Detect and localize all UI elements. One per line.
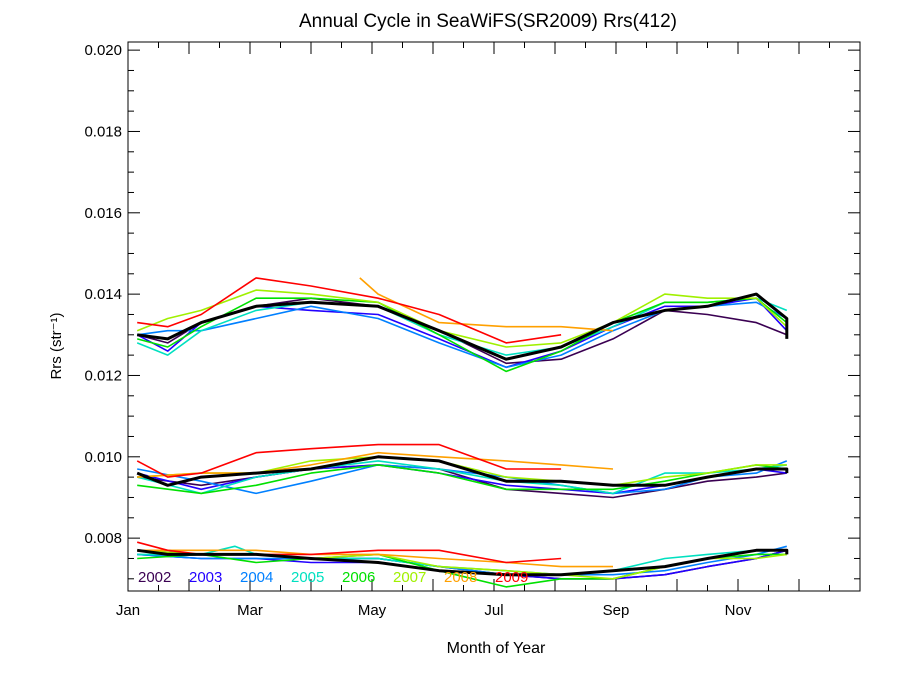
series-2008	[137, 277, 614, 568]
series-2009	[136, 277, 562, 564]
x-tick-label: Nov	[725, 602, 752, 619]
x-tick-label: Jan	[116, 602, 140, 619]
x-tick-label: May	[358, 602, 387, 619]
x-tick-label: Jul	[484, 602, 503, 619]
series-line-2008-1	[137, 451, 614, 478]
axis-ticks: Jan Mar May Jul Sep Nov 0.008 0.010 0.012 0.014 0.…	[84, 42, 861, 619]
series-2004	[137, 301, 788, 576]
y-tick-label: 0.012	[84, 367, 122, 384]
y-tick-label: 0.020	[84, 42, 122, 59]
x-tick-label: Mar	[237, 602, 263, 619]
series-line-2008-0	[359, 277, 614, 332]
y-tick-label: 0.018	[84, 123, 122, 140]
series-line-2009-2	[136, 541, 562, 564]
series-line-mean-2	[137, 548, 789, 577]
series-line-mean-1	[136, 455, 789, 487]
series-line-2009-1	[136, 443, 562, 478]
series-mean	[136, 292, 789, 577]
series-line-2008-2	[137, 549, 613, 568]
legend-entry-2009: 2009	[495, 569, 528, 586]
series-lines	[136, 277, 789, 588]
series-line-2007-0	[136, 289, 788, 348]
series-line-mean-0	[137, 292, 789, 361]
series-line-2009-0	[137, 277, 562, 344]
legend-entry-2008: 2008	[444, 569, 477, 586]
legend-entry-2006: 2006	[342, 569, 375, 586]
legend-entry-2004: 2004	[240, 569, 273, 586]
chart-title: Annual Cycle in SeaWiFS(SR2009) Rrs(412)	[299, 11, 677, 32]
legend-entry-2003: 2003	[189, 569, 222, 586]
y-tick-label: 0.014	[84, 286, 122, 303]
legend-entry-2007: 2007	[393, 569, 426, 586]
y-tick-label: 0.016	[84, 205, 122, 222]
legend-entry-2005: 2005	[291, 569, 324, 586]
series-line-2006-0	[136, 297, 788, 373]
x-axis-label: Month of Year	[447, 640, 546, 657]
series-2007	[136, 289, 788, 580]
legend-entry-2002: 2002	[138, 569, 171, 586]
legend: 2002 2003 2004 2005 2006 2007 2008 2009	[138, 569, 528, 586]
y-axis-label: Rrs (str⁻¹)	[48, 312, 65, 379]
y-tick-label: 0.010	[84, 449, 122, 466]
y-tick-label: 0.008	[84, 530, 122, 547]
x-tick-label: Sep	[603, 602, 630, 619]
